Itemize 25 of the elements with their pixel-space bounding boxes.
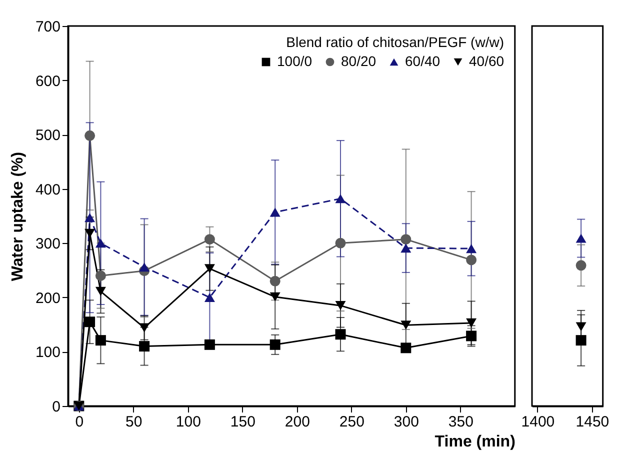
legend-label: 40/60	[469, 53, 504, 69]
legend-label: 80/20	[341, 53, 376, 69]
x-tick-label: 100	[176, 414, 201, 430]
legend-label: 100/0	[277, 53, 312, 69]
y-axis-title: Water uptake (%)	[9, 152, 26, 282]
x-tick-label: 150	[230, 414, 256, 430]
y-tick-label: 700	[35, 18, 60, 36]
x-tick-label: 0	[75, 414, 84, 430]
y-tick-label: 600	[35, 72, 60, 90]
x-tick-label: 350	[448, 414, 474, 430]
x-tick-label: 50	[126, 414, 142, 430]
x-axis-title: Time (min)	[434, 434, 516, 450]
y-tick-label: 400	[35, 181, 60, 198]
legend-title: Blend ratio of chitosan/PEGF (w/w)	[286, 34, 504, 50]
x-tick-label: 1400	[521, 414, 555, 430]
y-tick-label: 100	[35, 344, 60, 362]
legend-label: 60/40	[405, 53, 440, 69]
x-tick-label: 1450	[576, 414, 610, 430]
y-tick-label: 500	[35, 127, 60, 144]
y-tick-label: 300	[35, 236, 60, 253]
x-tick-label: 250	[339, 414, 364, 430]
y-tick-label: 200	[35, 290, 60, 307]
x-tick-label: 300	[394, 414, 419, 430]
y-tick-label: 0	[52, 398, 60, 416]
x-tick-label: 200	[284, 414, 310, 430]
